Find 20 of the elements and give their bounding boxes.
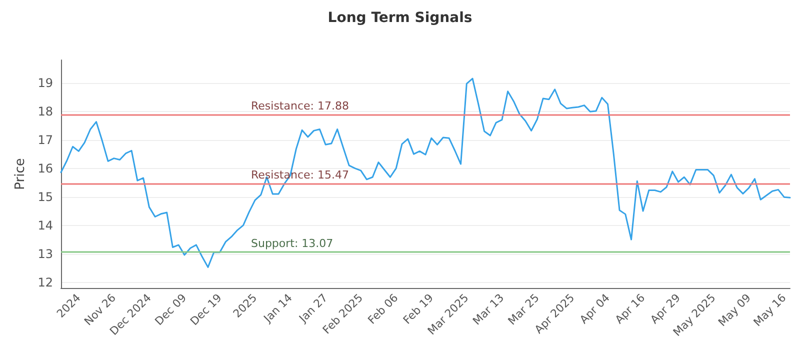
x-tick-label: Jan 14 — [260, 291, 295, 326]
x-tick-label: Feb 06 — [365, 291, 401, 327]
x-tick-label: Mar 13 — [470, 291, 507, 328]
y-tick-label: 17 — [38, 132, 53, 147]
y-tick-label: 18 — [38, 104, 53, 118]
y-tick-label: 13 — [38, 246, 53, 261]
y-tick-label: 14 — [38, 218, 53, 232]
y-axis-title: Price — [12, 158, 28, 190]
y-tick-label: 16 — [38, 161, 53, 176]
chart-title: Long Term Signals — [328, 10, 472, 26]
ref-line-label: Resistance: 17.88 — [251, 100, 349, 113]
y-tick-label: 12 — [38, 275, 53, 290]
line-series — [60, 78, 791, 268]
x-tick-label: Dec 09 — [152, 291, 190, 328]
y-tick-label: 19 — [38, 76, 53, 90]
x-tick-label: Apr 16 — [612, 291, 648, 326]
x-tick-label: Apr 04 — [577, 291, 612, 326]
y-tick-label: 15 — [38, 190, 53, 204]
x-tick-label: Dec 19 — [188, 291, 224, 328]
ref-line-label: Support: 13.07 — [251, 236, 334, 250]
